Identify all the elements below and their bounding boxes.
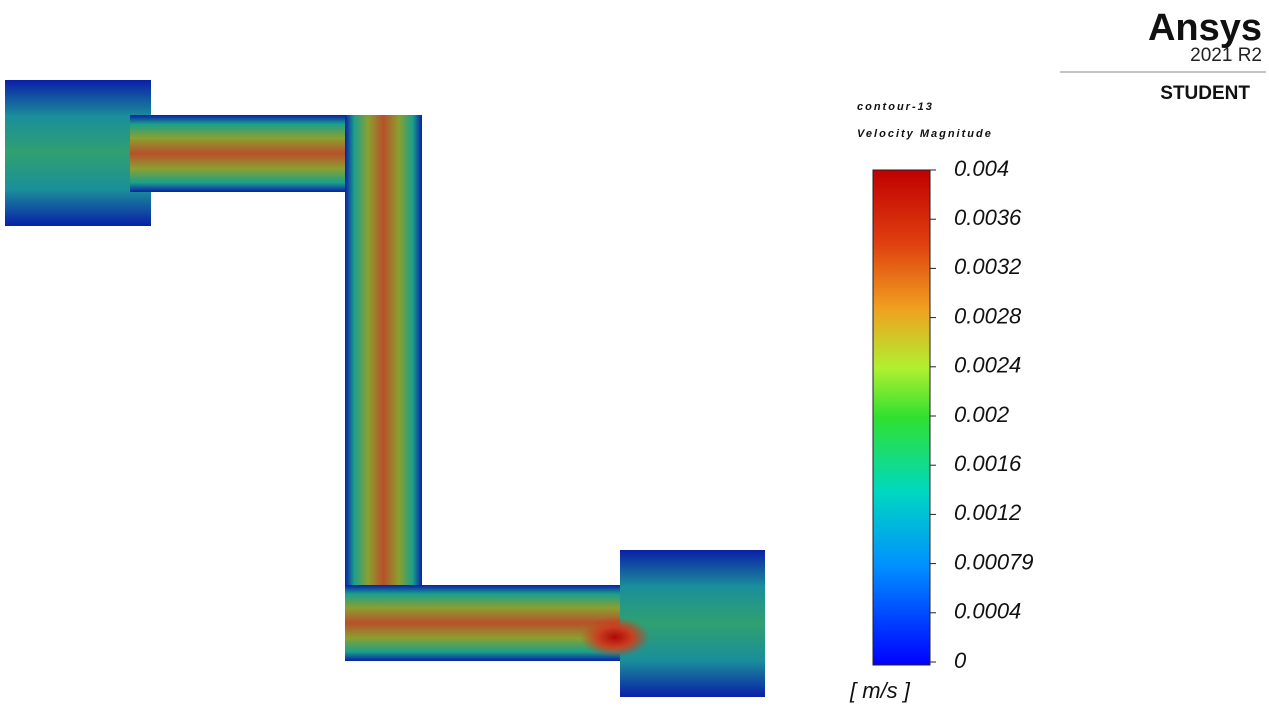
tick-label: 0.0032 bbox=[954, 254, 1021, 279]
inlet-box bbox=[5, 80, 151, 226]
tick-label: 0.0024 bbox=[954, 353, 1021, 378]
bottom-pipe bbox=[345, 585, 625, 661]
tick-label: 0.0004 bbox=[954, 599, 1021, 624]
tick-label: 0.0012 bbox=[954, 500, 1021, 525]
outlet-box bbox=[620, 550, 765, 697]
tick-label: 0.004 bbox=[954, 156, 1009, 181]
logo-brand: Ansys bbox=[1148, 7, 1262, 49]
color-bar bbox=[872, 169, 931, 666]
vertical-pipe bbox=[345, 115, 422, 660]
jet bbox=[580, 617, 650, 657]
legend-title: contour-13 bbox=[857, 101, 934, 113]
tick-label: 0.0036 bbox=[954, 205, 1022, 230]
tick-label: 0.0016 bbox=[954, 451, 1022, 476]
legend-units: [ m/s ] bbox=[849, 678, 911, 703]
logo-version: 2021 R2 bbox=[1190, 45, 1262, 66]
tick-label: 0.00079 bbox=[954, 549, 1034, 574]
tick-label: 0.002 bbox=[954, 402, 1009, 427]
tick-label: 0.0028 bbox=[954, 303, 1022, 328]
contour-geometry bbox=[5, 80, 765, 697]
legend-quantity: Velocity Magnitude bbox=[857, 128, 993, 140]
logo-edition: STUDENT bbox=[1160, 83, 1250, 104]
tick-label: 0 bbox=[954, 648, 967, 673]
